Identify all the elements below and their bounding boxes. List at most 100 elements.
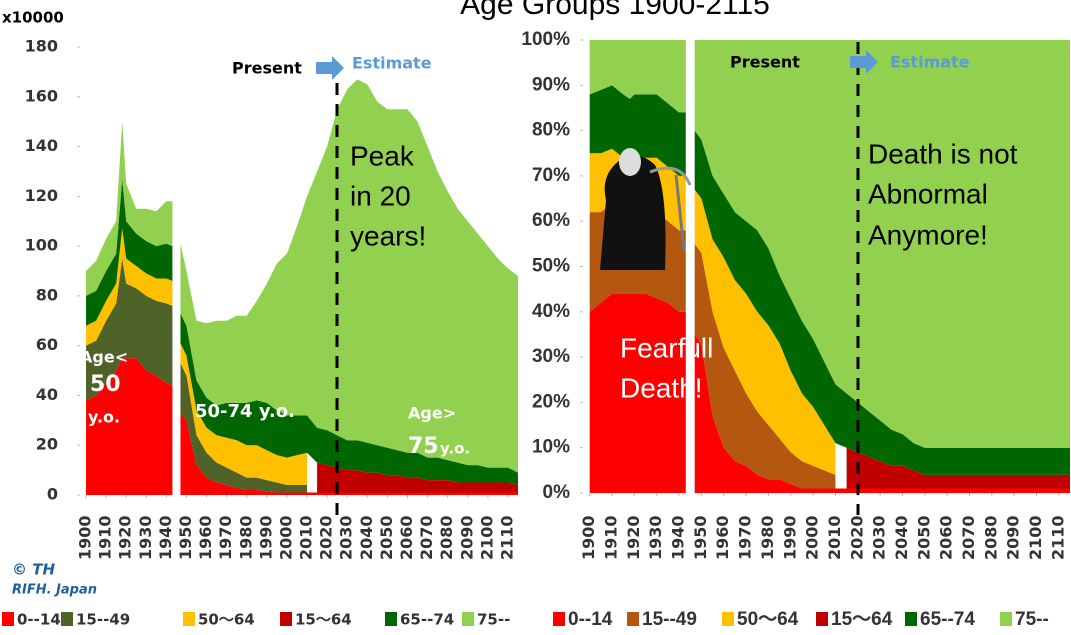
annotation: Peak xyxy=(350,140,415,171)
annotation: Abnormal xyxy=(868,178,988,209)
area xyxy=(589,85,1070,475)
legend-label: 50〜64 xyxy=(737,609,799,630)
x-tick-label: 2100 xyxy=(477,515,496,560)
x-tick-label: 2050 xyxy=(377,515,396,560)
x-tick-label: 1910 xyxy=(602,515,621,560)
x-tick-label: 1990 xyxy=(780,515,799,560)
area xyxy=(317,462,518,493)
x-tick-label: 1960 xyxy=(196,515,215,560)
right-plot: 0% 10% 20% 30% 40% 50% 60% 70% 80% 90% 100% 1900 191… xyxy=(521,29,1070,560)
legend-label: 0--14 xyxy=(17,611,61,629)
legend-label: 75-- xyxy=(477,611,510,629)
legend-swatch xyxy=(385,612,397,626)
x-tick-label: 1930 xyxy=(646,515,665,560)
x-tick-label: 2070 xyxy=(417,515,436,560)
x-tick-label: 1900 xyxy=(76,515,95,560)
legend: 0--14 15--49 50〜64 15〜64 65--74 75-- 0--14 15--… xyxy=(2,609,1049,630)
annotation: 50-74 y.o. xyxy=(195,401,295,422)
x-tick-label: 2060 xyxy=(397,515,416,560)
legend-label: 65--74 xyxy=(920,609,975,630)
x-tick-label: 1970 xyxy=(736,515,755,560)
legend-label: 15〜64 xyxy=(831,609,893,630)
x-tick-label: 2020 xyxy=(317,515,336,560)
y-tick-label: 20% xyxy=(532,391,570,412)
x-tick-label: 2000 xyxy=(803,515,822,560)
x-tick-label: 2010 xyxy=(825,515,844,560)
x-tick-label: 2010 xyxy=(297,515,316,560)
arrow xyxy=(850,50,878,74)
y-tick-label: 70% xyxy=(532,165,570,186)
x-tick-label: 2040 xyxy=(357,515,376,560)
x-tick-label: 1990 xyxy=(256,515,275,560)
credit: © TH xyxy=(12,561,55,579)
x-tick-label: 1910 xyxy=(96,515,115,560)
y-tick-label: 160 xyxy=(25,86,58,105)
x-tick-label: 2110 xyxy=(497,515,516,560)
area xyxy=(589,148,836,475)
x-tick-label: 1920 xyxy=(624,515,643,560)
legend-label: 0--14 xyxy=(568,609,613,630)
legend-label: 15〜64 xyxy=(295,611,352,629)
x-tick-label: 2090 xyxy=(457,515,476,560)
x-tick-label: 2030 xyxy=(337,515,356,560)
title: Age Groups 1900-2115 xyxy=(460,0,770,21)
x-tick-label: 1920 xyxy=(116,515,135,560)
legend-label: 65--74 xyxy=(400,611,454,629)
annotation: years! xyxy=(350,220,426,251)
y-tick-label: 90% xyxy=(532,74,570,95)
y-tick-label: 40 xyxy=(36,385,58,404)
legend-swatch xyxy=(627,612,639,626)
annotation: Death is not xyxy=(868,138,1018,169)
y-tick-label: 100 xyxy=(25,236,58,255)
y-tick-label: 10% xyxy=(532,437,570,458)
x-tick-label: 2080 xyxy=(437,515,456,560)
y-tick-label: 0 xyxy=(47,485,58,504)
legend-swatch xyxy=(816,612,828,626)
area xyxy=(86,228,308,486)
legend-swatch xyxy=(462,612,474,626)
legend-label: 15--49 xyxy=(76,611,130,629)
area xyxy=(86,358,518,495)
y-tick-label: 40% xyxy=(532,301,570,322)
area xyxy=(589,293,1070,493)
reaper-icon xyxy=(600,148,692,270)
x-tick-label: 2050 xyxy=(914,515,933,560)
y-tick-label: 120 xyxy=(25,186,58,205)
legend-swatch xyxy=(722,612,734,626)
y-tick-label: 60 xyxy=(36,335,58,354)
x-tick-label: 1960 xyxy=(713,515,732,560)
annotation: Estimate xyxy=(890,53,970,72)
annotation: Death! xyxy=(620,372,703,403)
area xyxy=(589,40,1070,448)
y-tick-label: 30% xyxy=(532,346,570,367)
y-tick-label: 0% xyxy=(543,482,571,503)
legend-swatch xyxy=(183,612,195,626)
x-tick-label: 1900 xyxy=(579,515,598,560)
y-tick-label: 100% xyxy=(521,29,570,50)
y-unit: x10000 xyxy=(2,9,64,27)
x-tick-label: 2070 xyxy=(959,515,978,560)
x-tick-label: 2100 xyxy=(1026,515,1045,560)
x-tick-label: 1940 xyxy=(669,515,688,560)
annotation: 50 xyxy=(90,372,121,397)
annotation: Present xyxy=(232,59,302,78)
x-tick-label: 1980 xyxy=(758,515,777,560)
x-tick-label: 2020 xyxy=(847,515,866,560)
y-tick-label: 80 xyxy=(36,285,58,304)
x-tick-label: 2110 xyxy=(1048,515,1067,560)
y-tick-label: 20 xyxy=(36,435,58,454)
y-tick-label: 60% xyxy=(532,210,570,231)
x-tick-label: 2080 xyxy=(981,515,1000,560)
legend-label: 15--49 xyxy=(642,609,697,630)
x-tick-label: 2000 xyxy=(276,515,295,560)
x-tick-label: 2030 xyxy=(870,515,889,560)
x-tick-label: 1970 xyxy=(216,515,235,560)
legend-swatch xyxy=(905,612,917,626)
legend-label: 50〜64 xyxy=(198,611,255,629)
legend-label: 75-- xyxy=(1015,609,1049,630)
area xyxy=(589,203,836,489)
annotation: Estimate xyxy=(352,54,432,73)
x-tick-label: 1950 xyxy=(691,515,710,560)
